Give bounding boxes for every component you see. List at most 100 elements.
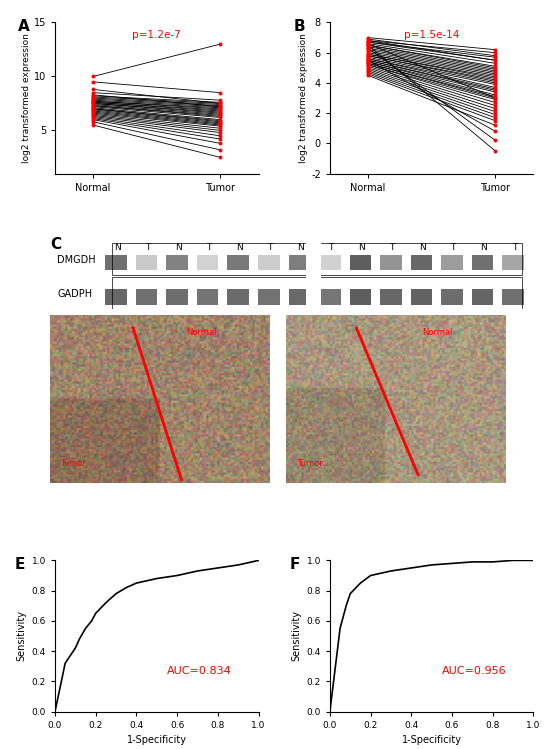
Point bbox=[216, 118, 225, 130]
Point bbox=[216, 127, 225, 139]
Point bbox=[491, 77, 500, 89]
Point bbox=[491, 54, 500, 66]
Point bbox=[364, 39, 372, 51]
Point bbox=[364, 55, 372, 67]
Point bbox=[216, 105, 225, 117]
FancyBboxPatch shape bbox=[228, 290, 249, 305]
Point bbox=[364, 61, 372, 73]
Point bbox=[364, 68, 372, 80]
Point bbox=[364, 31, 372, 43]
Y-axis label: Sensitivity: Sensitivity bbox=[291, 610, 301, 661]
Point bbox=[491, 68, 500, 80]
Point bbox=[491, 79, 500, 91]
Point bbox=[491, 109, 500, 121]
Point bbox=[216, 130, 225, 142]
Point bbox=[364, 48, 372, 60]
Y-axis label: log2 transformed expression: log2 transformed expression bbox=[299, 33, 309, 163]
Point bbox=[491, 92, 500, 104]
Text: T: T bbox=[145, 243, 151, 252]
Point bbox=[216, 100, 225, 112]
Point bbox=[89, 100, 97, 112]
FancyBboxPatch shape bbox=[258, 255, 279, 270]
Point bbox=[491, 115, 500, 127]
Point bbox=[491, 92, 500, 104]
Point bbox=[491, 51, 500, 63]
Point bbox=[89, 109, 97, 121]
Point bbox=[491, 103, 500, 115]
Point bbox=[364, 65, 372, 77]
FancyBboxPatch shape bbox=[350, 255, 371, 270]
X-axis label: 1-Specificity: 1-Specificity bbox=[402, 735, 461, 745]
Point bbox=[364, 46, 372, 58]
Point bbox=[216, 137, 225, 149]
Point bbox=[89, 109, 97, 121]
Text: N: N bbox=[236, 243, 243, 252]
Point bbox=[216, 119, 225, 131]
Point bbox=[491, 67, 500, 79]
Point bbox=[216, 100, 225, 112]
Point bbox=[491, 83, 500, 95]
Point bbox=[364, 62, 372, 74]
FancyBboxPatch shape bbox=[380, 290, 402, 305]
Point bbox=[364, 36, 372, 48]
Text: B: B bbox=[293, 19, 305, 34]
Point bbox=[216, 106, 225, 118]
Point bbox=[364, 42, 372, 54]
Point bbox=[491, 119, 500, 131]
Point bbox=[216, 151, 225, 163]
Point bbox=[364, 59, 372, 71]
Point bbox=[216, 122, 225, 134]
Point bbox=[89, 70, 97, 82]
Point bbox=[491, 89, 500, 101]
Point bbox=[89, 97, 97, 109]
Point bbox=[364, 49, 372, 61]
Point bbox=[364, 52, 372, 64]
Point bbox=[216, 87, 225, 99]
Point bbox=[216, 110, 225, 122]
Point bbox=[89, 92, 97, 104]
Point bbox=[491, 94, 500, 106]
FancyBboxPatch shape bbox=[197, 255, 218, 270]
Text: A: A bbox=[18, 19, 30, 34]
FancyBboxPatch shape bbox=[472, 255, 493, 270]
Point bbox=[364, 36, 372, 48]
Point bbox=[491, 62, 500, 74]
Point bbox=[216, 114, 225, 126]
Point bbox=[89, 97, 97, 109]
Point bbox=[216, 109, 225, 121]
Point bbox=[364, 45, 372, 57]
Point bbox=[364, 67, 372, 79]
Point bbox=[216, 103, 225, 115]
FancyBboxPatch shape bbox=[306, 240, 321, 309]
Point bbox=[216, 38, 225, 50]
FancyBboxPatch shape bbox=[411, 290, 432, 305]
Y-axis label: log2 transformed expression: log2 transformed expression bbox=[22, 33, 31, 163]
FancyBboxPatch shape bbox=[350, 290, 371, 305]
FancyBboxPatch shape bbox=[258, 290, 279, 305]
Text: p=1.2e-7: p=1.2e-7 bbox=[133, 30, 181, 40]
Point bbox=[491, 74, 500, 86]
FancyBboxPatch shape bbox=[197, 290, 218, 305]
Point bbox=[364, 37, 372, 49]
Text: Normal: Normal bbox=[186, 328, 216, 337]
FancyBboxPatch shape bbox=[136, 290, 157, 305]
Point bbox=[89, 97, 97, 109]
Point bbox=[364, 55, 372, 67]
Point bbox=[491, 134, 500, 146]
Point bbox=[491, 125, 500, 137]
Point bbox=[89, 103, 97, 115]
Point bbox=[216, 107, 225, 119]
Point bbox=[364, 54, 372, 66]
Point bbox=[491, 85, 500, 97]
Point bbox=[364, 33, 372, 45]
FancyBboxPatch shape bbox=[502, 290, 524, 305]
Text: AUC=0.956: AUC=0.956 bbox=[442, 666, 507, 676]
Point bbox=[216, 133, 225, 145]
Point bbox=[89, 91, 97, 103]
FancyBboxPatch shape bbox=[166, 255, 188, 270]
Text: T: T bbox=[206, 243, 212, 252]
X-axis label: 1-Specificity: 1-Specificity bbox=[127, 735, 187, 745]
Point bbox=[89, 114, 97, 126]
Text: N: N bbox=[419, 243, 426, 252]
Point bbox=[216, 102, 225, 114]
